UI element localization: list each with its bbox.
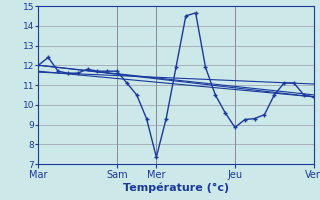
X-axis label: Température (°c): Température (°c): [123, 182, 229, 193]
